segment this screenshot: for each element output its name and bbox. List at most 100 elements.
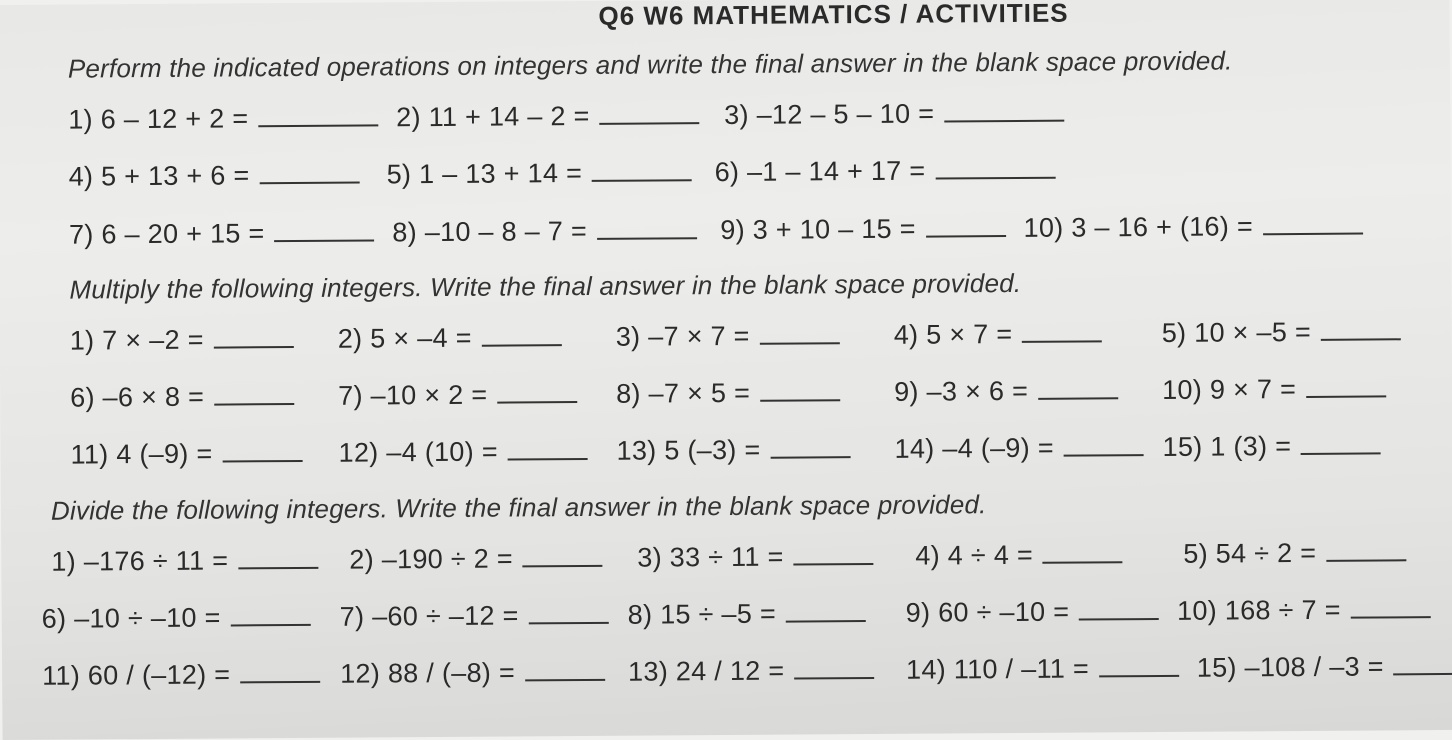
qtext: 168 ÷ 7 = xyxy=(1225,595,1341,626)
answer-blank[interactable] xyxy=(274,217,374,242)
section2-instruction: Multiply the following integers. Write t… xyxy=(69,265,1431,306)
qnum: 4) xyxy=(69,162,94,192)
qtext: 11 + 14 – 2 = xyxy=(429,101,590,132)
answer-blank[interactable] xyxy=(222,438,302,463)
qnum: 2) xyxy=(349,544,374,574)
worksheet-page: Q6 W6 MATHEMATICS / ACTIVITIES Perform t… xyxy=(0,0,1452,740)
answer-blank[interactable] xyxy=(760,377,840,402)
qnum: 6) xyxy=(715,157,740,187)
answer-blank[interactable] xyxy=(481,322,561,347)
answer-blank[interactable] xyxy=(525,657,605,682)
answer-blank[interactable] xyxy=(1079,596,1159,621)
answer-blank[interactable] xyxy=(592,157,692,182)
qtext: –1 – 14 + 17 = xyxy=(747,156,926,187)
s3-q4: 4) 4 ÷ 4 = xyxy=(915,529,1165,582)
answer-blank[interactable] xyxy=(1038,375,1118,400)
qnum: 3) xyxy=(616,321,641,351)
answer-blank[interactable] xyxy=(258,102,378,127)
s1-row2: 4) 5 + 13 + 6 = 5) 1 – 13 + 14 = 6) –1 –… xyxy=(68,142,1430,203)
qtext: –60 ÷ –12 = xyxy=(372,601,519,632)
answer-blank[interactable] xyxy=(508,436,588,461)
qtext: –10 – 8 – 7 = xyxy=(425,216,588,247)
answer-blank[interactable] xyxy=(1306,373,1386,398)
qnum: 2) xyxy=(338,323,363,353)
s2-q11: 11) 4 (–9) = xyxy=(70,428,320,481)
qtext: –3 × 6 = xyxy=(926,376,1028,407)
qnum: 8) xyxy=(392,217,417,247)
answer-blank[interactable] xyxy=(1064,432,1144,457)
s2-q13: 13) 5 (–3) = xyxy=(616,424,876,477)
s2-q14: 14) –4 (–9) = xyxy=(894,423,1144,476)
qtext: 5 × –4 = xyxy=(370,323,472,354)
s1-q4: 4) 5 + 13 + 6 = xyxy=(68,150,368,203)
qnum: 1) xyxy=(68,104,93,134)
answer-blank[interactable] xyxy=(1326,537,1406,562)
qtext: 60 / (–12) = xyxy=(88,660,231,691)
qtext: 54 ÷ 2 = xyxy=(1216,538,1317,569)
answer-blank[interactable] xyxy=(1321,316,1401,341)
answer-blank[interactable] xyxy=(597,214,697,239)
answer-blank[interactable] xyxy=(1099,653,1179,678)
answer-blank[interactable] xyxy=(238,544,318,569)
answer-blank[interactable] xyxy=(1043,539,1123,564)
answer-blank[interactable] xyxy=(759,320,839,345)
s3-q7: 7) –60 ÷ –12 = xyxy=(340,590,610,643)
qtext: 6 – 12 + 2 = xyxy=(101,103,249,134)
answer-blank[interactable] xyxy=(240,659,320,684)
answer-blank[interactable] xyxy=(1301,431,1381,456)
qtext: 9 × 7 = xyxy=(1210,374,1296,405)
answer-blank[interactable] xyxy=(213,324,293,349)
s2-row2: 6) –6 × 8 = 7) –10 × 2 = 8) –7 × 5 = 9) … xyxy=(70,363,1432,424)
s2-q3: 3) –7 × 7 = xyxy=(616,310,876,363)
qnum: 8) xyxy=(628,600,653,630)
qnum: 5) xyxy=(1162,318,1187,348)
s2-q7: 7) –10 × 2 = xyxy=(338,369,598,422)
answer-blank[interactable] xyxy=(793,540,873,565)
s3-q9: 9) 60 ÷ –10 = xyxy=(906,586,1160,639)
answer-blank[interactable] xyxy=(528,600,608,625)
qtext: –190 ÷ 2 = xyxy=(382,543,513,574)
s2-q5: 5) 10 × –5 = xyxy=(1162,306,1442,359)
qnum: 3) xyxy=(637,542,662,572)
qnum: 15) xyxy=(1197,653,1237,683)
s3-q10: 10) 168 ÷ 7 = xyxy=(1177,584,1452,637)
s1-q1: 1) 6 – 12 + 2 = xyxy=(68,92,378,145)
qtext: 60 ÷ –10 = xyxy=(938,597,1069,628)
answer-blank[interactable] xyxy=(944,97,1064,122)
s1-q7: 7) 6 – 20 + 15 = xyxy=(69,207,375,260)
answer-blank[interactable] xyxy=(230,602,310,627)
qtext: 4 ÷ 4 = xyxy=(948,540,1033,571)
answer-blank[interactable] xyxy=(259,160,359,185)
s1-q10: 10) 3 – 16 + (16) = xyxy=(1023,200,1363,254)
qtext: –6 × 8 = xyxy=(103,382,205,413)
answer-blank[interactable] xyxy=(1350,594,1430,619)
qtext: 33 ÷ 11 = xyxy=(670,541,784,572)
qtext: –10 × 2 = xyxy=(371,380,488,411)
qnum: 3) xyxy=(724,100,749,130)
answer-blank[interactable] xyxy=(1393,651,1452,676)
s2-q2: 2) 5 × –4 = xyxy=(338,312,598,365)
answer-blank[interactable] xyxy=(497,379,577,404)
answer-blank[interactable] xyxy=(1022,318,1102,343)
qnum: 1) xyxy=(70,325,95,355)
answer-blank[interactable] xyxy=(214,381,294,406)
answer-blank[interactable] xyxy=(925,212,1005,237)
s1-q9: 9) 3 + 10 – 15 = xyxy=(720,203,1006,256)
qtext: –4 (–9) = xyxy=(942,433,1054,464)
answer-blank[interactable] xyxy=(523,542,603,567)
s3-q12: 12) 88 / (–8) = xyxy=(340,647,610,700)
answer-blank[interactable] xyxy=(770,434,850,459)
s3-q2: 2) –190 ÷ 2 = xyxy=(349,533,619,586)
answer-blank[interactable] xyxy=(786,598,866,623)
s2-q1: 1) 7 × –2 = xyxy=(70,314,320,367)
answer-blank[interactable] xyxy=(1263,210,1363,235)
s3-row3: 11) 60 / (–12) = 12) 88 / (–8) = 13) 24 … xyxy=(42,641,1434,702)
answer-blank[interactable] xyxy=(935,155,1055,180)
qtext: 5 × 7 = xyxy=(926,319,1012,350)
s2-q4: 4) 5 × 7 = xyxy=(894,308,1144,361)
answer-blank[interactable] xyxy=(794,655,874,680)
qtext: 10 × –5 = xyxy=(1194,317,1311,348)
qnum: 9) xyxy=(906,598,931,628)
qnum: 5) xyxy=(1183,538,1208,568)
answer-blank[interactable] xyxy=(599,100,699,125)
